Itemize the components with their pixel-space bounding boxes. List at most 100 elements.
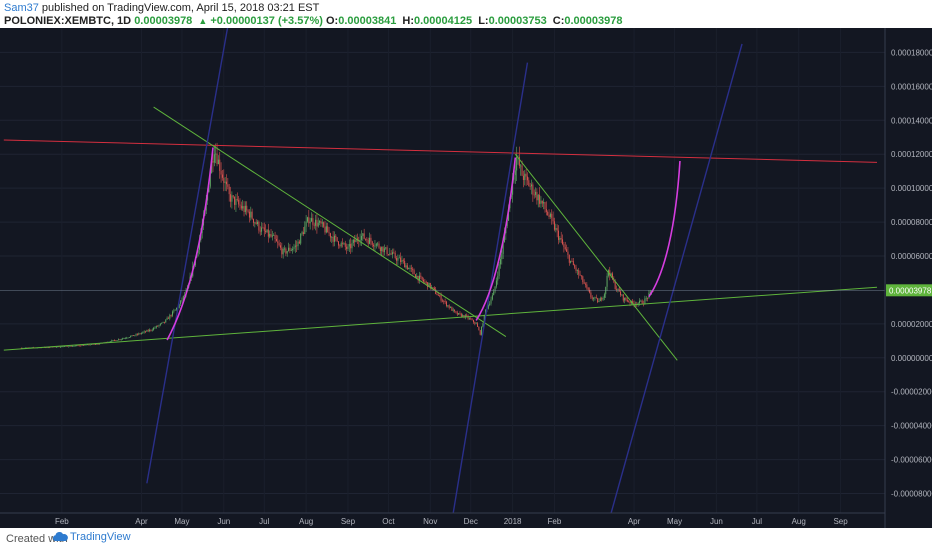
candle-body: [166, 317, 168, 320]
candle-body: [416, 275, 418, 278]
trendline[interactable]: [3, 286, 878, 351]
candle-body: [273, 235, 275, 236]
candle-body: [587, 287, 589, 290]
candle-body: [378, 243, 380, 248]
trendline[interactable]: [153, 106, 507, 337]
candle-body: [305, 221, 307, 227]
candle-body: [26, 347, 28, 349]
candle-body: [397, 258, 399, 261]
candle-body: [383, 248, 385, 253]
candle-body: [487, 304, 489, 309]
candle-body: [243, 206, 245, 212]
trendline[interactable]: [514, 153, 678, 361]
y-tick-label: 0.00012000: [891, 150, 932, 159]
candle-body: [374, 245, 376, 247]
candle-body: [315, 219, 317, 226]
candle-body: [552, 217, 554, 222]
candle-body: [559, 238, 561, 240]
candle-body: [471, 319, 473, 321]
candle-body: [65, 345, 67, 347]
candle-body: [570, 260, 572, 263]
candle-body: [475, 323, 477, 325]
candle-body: [371, 241, 373, 245]
candle-body: [389, 253, 391, 255]
arc-drawing[interactable]: [166, 147, 214, 341]
candle-body: [501, 253, 503, 260]
candle-body: [584, 283, 586, 285]
candle-body: [593, 298, 595, 299]
candle-body: [230, 194, 232, 202]
candle-body: [520, 165, 522, 167]
trendline[interactable]: [3, 139, 878, 163]
close-label: C:: [552, 15, 565, 27]
price-chart[interactable]: 0.00018000 0.00016000 0.00014000 0.00012000…: [0, 28, 932, 528]
candle-body: [436, 293, 438, 296]
candle-body: [544, 202, 546, 209]
candle-body: [239, 204, 241, 206]
candle-body: [494, 286, 496, 292]
candle-body: [564, 247, 566, 250]
candle-body: [354, 239, 356, 243]
created-with-text: Created with: [6, 533, 68, 545]
candle-body: [61, 346, 63, 348]
chart-area[interactable]: 0.00018000 0.00016000 0.00014000 0.00012000…: [0, 28, 932, 528]
tradingview-logo[interactable]: TradingView: [52, 531, 131, 543]
candle-body: [594, 297, 596, 299]
candle-body: [213, 154, 215, 163]
candle-body: [221, 174, 223, 178]
candle-body: [533, 194, 535, 196]
candle-body: [579, 274, 581, 276]
candle-body: [88, 344, 90, 346]
arc-drawing[interactable]: [475, 157, 517, 321]
candle-body: [59, 346, 61, 348]
candle-body: [611, 273, 613, 280]
candle-body: [111, 340, 113, 342]
candle-body: [81, 345, 83, 346]
candle-body: [547, 211, 549, 216]
projection-line[interactable]: [610, 43, 743, 513]
x-tick-label: Apr: [135, 517, 148, 526]
candle-body: [138, 333, 140, 335]
candle-body: [435, 289, 437, 294]
candle-body: [521, 165, 523, 176]
author-name[interactable]: Sam37: [4, 2, 39, 14]
x-tick-label: Jun: [217, 517, 230, 526]
candle-body: [613, 279, 615, 282]
candle-body: [367, 240, 369, 244]
candle-body: [76, 345, 78, 347]
candle-body: [286, 251, 288, 254]
candle-body: [77, 345, 79, 347]
time-axis[interactable]: Feb Apr May Jun Jul Aug Sep Oct Nov Dec 2018 Feb Apr…: [55, 517, 848, 526]
candle-body: [99, 343, 101, 345]
candle-body: [328, 232, 330, 234]
candle-body: [599, 298, 601, 302]
candle-body: [418, 275, 420, 281]
candle-body: [180, 300, 182, 304]
candle-body: [495, 280, 497, 287]
candle-body: [84, 344, 86, 346]
candle-body: [123, 338, 125, 339]
candle-body: [342, 242, 344, 244]
candle-body: [499, 259, 501, 265]
candle-body: [97, 343, 99, 345]
last-price-badge-bg: [886, 284, 932, 297]
candle-body: [149, 329, 151, 332]
candle-body: [209, 173, 211, 187]
price-axis[interactable]: 0.00018000 0.00016000 0.00014000 0.00012000…: [891, 48, 932, 498]
candle-body: [338, 241, 340, 246]
candle-body: [278, 243, 280, 246]
candle-body: [162, 321, 164, 323]
candle-body: [289, 247, 291, 251]
candle-body: [567, 251, 569, 256]
x-tick-label: Sep: [833, 517, 848, 526]
candle-body: [62, 346, 64, 348]
candle-body: [381, 246, 383, 251]
arc-drawing[interactable]: [648, 160, 681, 298]
candle-body: [89, 344, 91, 346]
candle-body: [382, 246, 384, 253]
projection-line[interactable]: [146, 28, 229, 484]
candle-body: [306, 217, 308, 222]
candle-body: [246, 205, 248, 211]
candle-body: [78, 345, 80, 347]
candle-body: [572, 261, 574, 266]
